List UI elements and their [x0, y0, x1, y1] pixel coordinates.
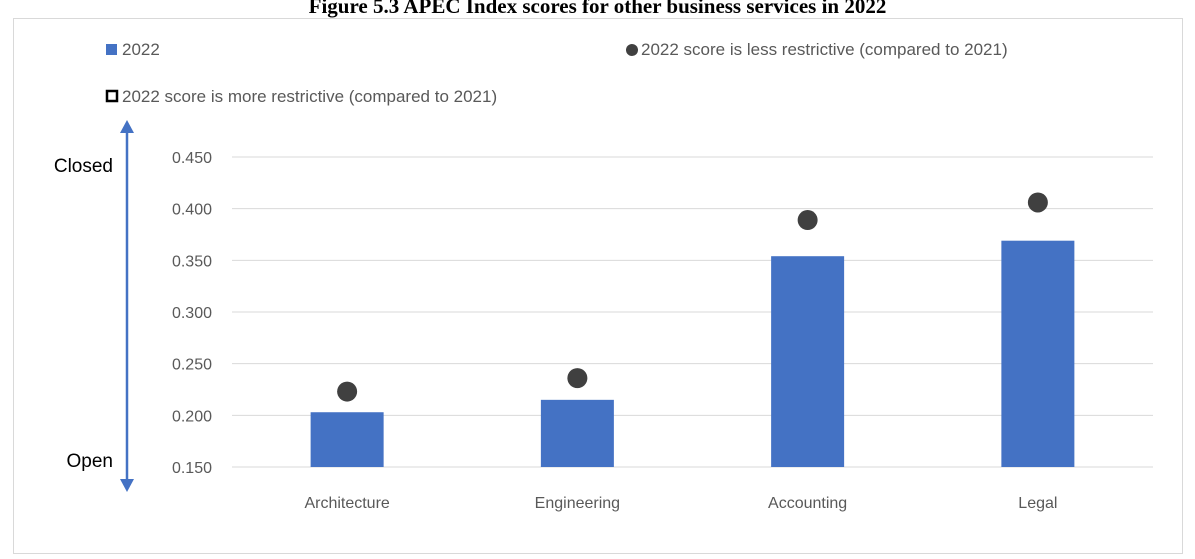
y-tick-label: 0.150: [172, 460, 212, 477]
x-tick-label: Legal: [1018, 495, 1057, 512]
y-tick-label: 0.350: [172, 253, 212, 270]
x-tick-label: Architecture: [304, 495, 389, 512]
legend-bar-label: 2022: [122, 40, 160, 59]
y-axis-ticks: 0.150 0.200 0.250 0.300 0.350 0.400 0.450: [172, 150, 212, 477]
bars: [310, 240, 1075, 467]
marker-legal: [1027, 192, 1048, 213]
bar-accounting: [771, 256, 845, 467]
legend: 2022 2022 score is less restrictive (com…: [105, 40, 1008, 106]
marker-architecture: [337, 381, 358, 402]
closed-label: Closed: [54, 156, 113, 177]
figure-title: Figure 5.3 APEC Index scores for other b…: [308, 0, 887, 18]
y-tick-label: 0.200: [172, 408, 212, 425]
legend-square-swatch: [105, 89, 119, 103]
marker-accounting: [797, 210, 818, 231]
bar-engineering: [540, 399, 614, 467]
y-tick-label: 0.300: [172, 305, 212, 322]
y-tick-label: 0.400: [172, 202, 212, 219]
legend-more-label: 2022 score is more restrictive (compared…: [122, 87, 497, 106]
y-tick-label: 0.250: [172, 357, 212, 374]
gridlines: [232, 156, 1153, 468]
x-tick-label: Engineering: [535, 495, 620, 512]
chart-frame: [13, 18, 1183, 554]
bar-architecture: [310, 412, 384, 467]
arrow-down-head: [120, 479, 134, 492]
arrow-up-head: [120, 120, 134, 133]
legend-less-label: 2022 score is less restrictive (compared…: [641, 40, 1008, 59]
legend-dot-swatch: [626, 44, 638, 56]
open-label: Open: [67, 451, 113, 472]
bar-legal: [1001, 240, 1075, 467]
marker-engineering: [567, 368, 588, 389]
legend-bar-swatch: [106, 44, 117, 55]
x-tick-label: Accounting: [768, 495, 847, 512]
restrictiveness-arrow: [120, 120, 134, 492]
x-axis-ticks: Architecture Engineering Accounting Legal: [304, 495, 1057, 512]
markers: [337, 192, 1048, 402]
y-tick-label: 0.450: [172, 150, 212, 167]
